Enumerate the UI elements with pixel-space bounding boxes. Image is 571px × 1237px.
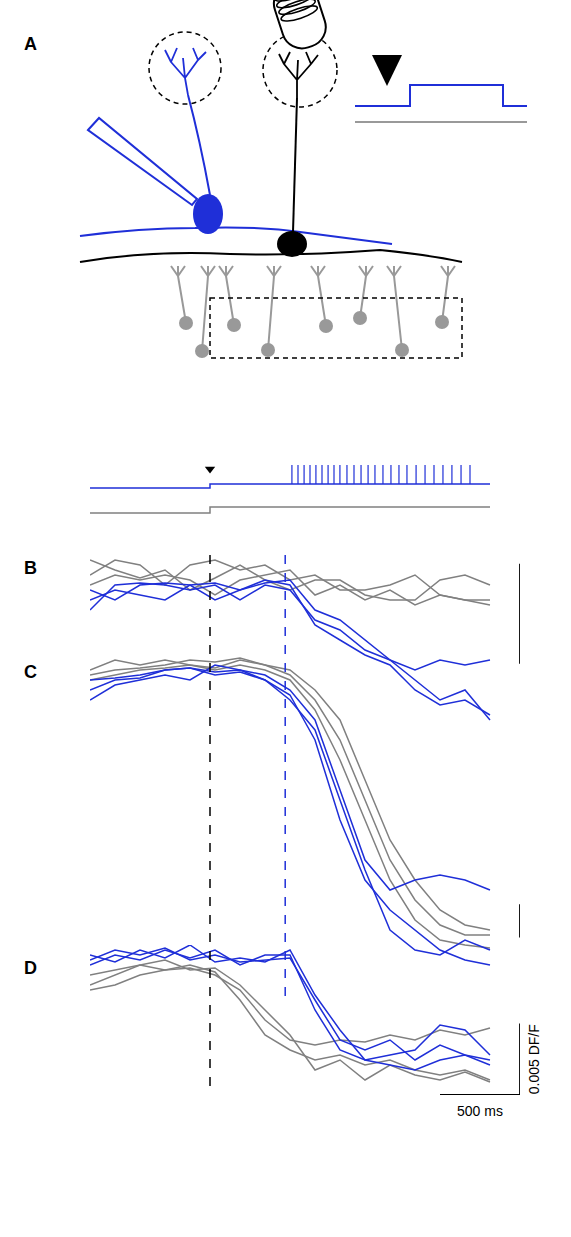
svg-text:D: D (24, 958, 37, 978)
svg-text:0.005 DF/F: 0.005 DF/F (526, 1024, 542, 1094)
svg-text:A: A (24, 34, 37, 54)
svg-text:500 ms: 500 ms (457, 1103, 503, 1119)
svg-text:C: C (24, 662, 37, 682)
svg-text:B: B (24, 558, 37, 578)
